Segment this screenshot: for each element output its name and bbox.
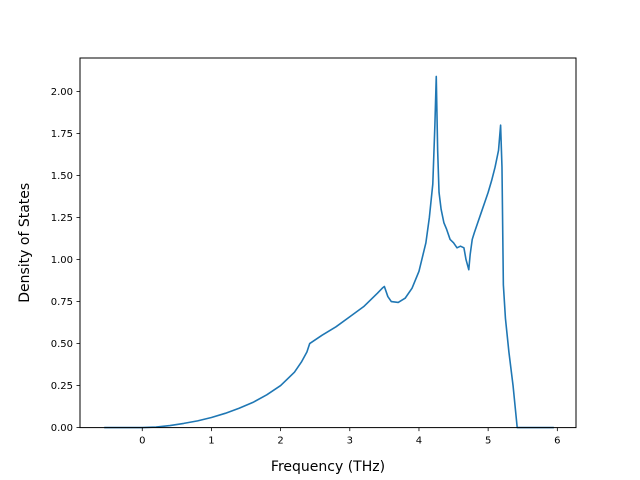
y-tick-label: 1.50 <box>51 171 73 182</box>
y-tick-label: 0.75 <box>51 297 73 308</box>
x-tick-label: 5 <box>485 436 491 447</box>
y-tick-label: 0.25 <box>51 381 73 392</box>
x-tick-label: 4 <box>416 436 422 447</box>
y-tick-label: 0.00 <box>51 423 73 434</box>
x-axis-label: Frequency (THz) <box>271 459 385 475</box>
x-tick-label: 0 <box>139 436 145 447</box>
series-layer <box>104 75 554 429</box>
y-axis-label: Density of States <box>17 183 33 303</box>
plot-frame <box>79 57 577 429</box>
x-tick-label: 2 <box>277 436 283 447</box>
y-tick-label: 1.75 <box>51 129 73 140</box>
x-tick-label: 1 <box>208 436 214 447</box>
x-tick-label: 6 <box>554 436 560 447</box>
y-tick-label: 2.00 <box>51 87 73 98</box>
y-tick-label: 1.00 <box>51 255 73 266</box>
series-line-0 <box>104 75 554 429</box>
y-tick-label: 0.50 <box>51 339 73 350</box>
y-axis-ticks: 0.00 0.25 0.50 0.75 1.00 1.25 1.50 1.75 2.00 <box>51 87 80 434</box>
x-axis-ticks: 0 1 2 3 4 5 6 <box>139 427 561 447</box>
x-tick-label: 3 <box>347 436 353 447</box>
y-tick-label: 1.25 <box>51 213 73 224</box>
